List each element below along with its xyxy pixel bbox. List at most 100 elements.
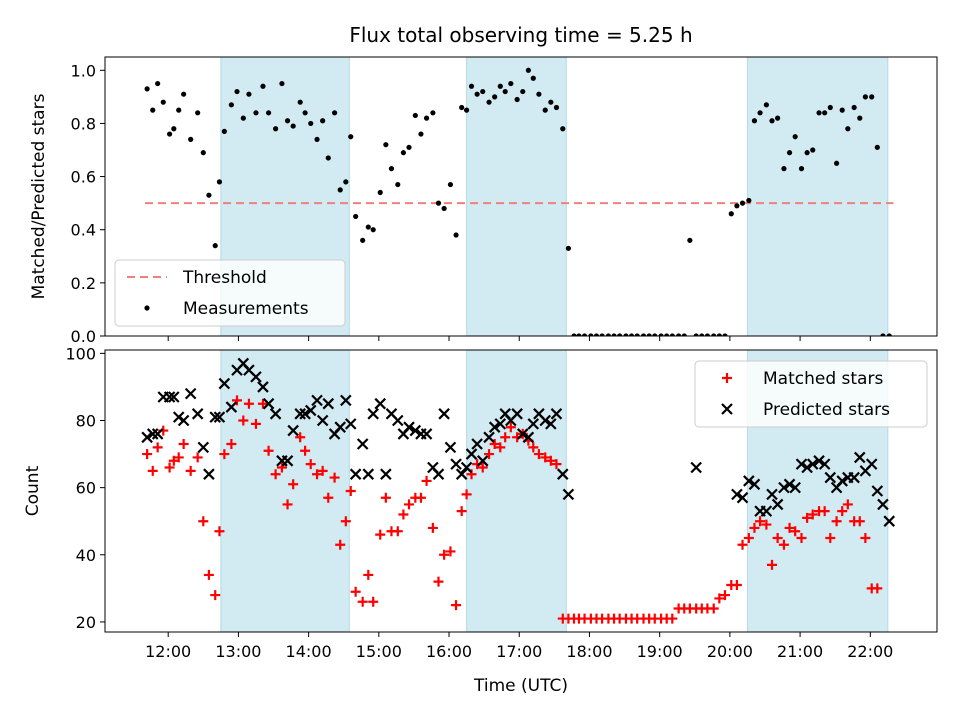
matched-stars-point	[708, 603, 719, 614]
predicted-stars-point	[299, 408, 311, 420]
y-tick-label: 0.2	[71, 274, 96, 293]
predicted-stars-point	[455, 468, 468, 480]
x-tick-label: 13:00	[215, 642, 261, 661]
measurements-point	[365, 224, 371, 230]
predicted-stars-point	[218, 377, 231, 390]
predicted-stars-point	[257, 381, 269, 393]
matched-stars-point	[263, 445, 274, 456]
measurements-point	[804, 150, 810, 156]
predicted-stars-point	[539, 414, 552, 427]
predicted-stars-point	[494, 418, 507, 430]
measurements-point	[171, 126, 177, 132]
measurements-point	[265, 110, 272, 116]
measurements-point	[320, 118, 326, 124]
measurements-point	[880, 333, 886, 336]
measurements-point	[377, 189, 383, 196]
matched-stars-point	[380, 492, 391, 503]
y-tick-label: 1.0	[71, 61, 96, 80]
measurements-point	[166, 131, 173, 137]
predicted-stars-point	[432, 468, 445, 480]
measurements-point	[623, 333, 629, 336]
matched-stars-point	[185, 465, 196, 476]
measurements-point	[711, 333, 717, 336]
matched-stars-point	[667, 613, 678, 624]
measurements-point	[502, 88, 508, 95]
observing-window-band	[466, 349, 567, 633]
measurements-point	[395, 181, 401, 188]
measurements-point	[486, 99, 492, 105]
matched-stars-point	[192, 452, 203, 463]
x-tick-label: 18:00	[566, 642, 612, 661]
predicted-stars-point	[367, 408, 379, 420]
predicted-stars-point	[316, 414, 329, 427]
predicted-stars-point	[511, 408, 523, 420]
predicted-stars-point	[392, 414, 404, 427]
measurements-point	[406, 144, 412, 150]
y-tick-label: 20	[76, 613, 96, 632]
measurements-point	[430, 110, 436, 116]
measurements-point	[144, 86, 150, 92]
matched-stars-point	[404, 499, 415, 510]
predicted-stars-point	[287, 424, 299, 437]
predicted-stars-point	[748, 478, 761, 491]
measurements-point	[290, 123, 296, 129]
measurements-point	[308, 120, 314, 127]
predicted-stars-point	[304, 404, 317, 417]
predicted-stars-point	[771, 498, 784, 511]
measurements-point	[337, 187, 343, 193]
predicted-stars-point	[871, 485, 884, 497]
predicted-stars-point	[281, 455, 294, 467]
predicted-stars-point	[344, 418, 357, 430]
measurements-point	[833, 160, 840, 166]
measurements-point	[160, 99, 166, 105]
measurements-point	[571, 333, 577, 336]
measurements-point	[769, 118, 775, 124]
matched-stars-point	[451, 600, 462, 611]
measurements-point	[216, 179, 223, 185]
measurements-point	[468, 83, 475, 89]
matched-stars-point	[807, 509, 818, 520]
matched-stars-point	[772, 533, 783, 543]
plot-frame	[104, 56, 938, 337]
measurements-point	[693, 333, 699, 336]
matched-stars-point	[375, 529, 386, 540]
measurements-point	[348, 134, 354, 140]
predicted-stars-point	[141, 431, 153, 444]
predicted-stars-point	[865, 458, 878, 470]
measurements-point	[297, 99, 303, 105]
measurements-point	[751, 118, 758, 124]
matched-stars-point	[243, 398, 254, 409]
measurements-point	[492, 94, 498, 100]
matched-stars-point	[784, 522, 795, 533]
measurements-point	[228, 102, 234, 108]
measurements-point	[886, 333, 892, 336]
matched-stars-point	[238, 415, 249, 426]
measurements-point	[155, 80, 161, 87]
predicted-stars-point	[450, 458, 462, 470]
matched-stars-point	[226, 439, 237, 449]
legend-box	[114, 259, 346, 327]
matched-stars-point	[831, 516, 842, 527]
measurements-point	[253, 110, 259, 116]
matched-stars-point	[456, 506, 467, 517]
measurements-point	[576, 333, 582, 336]
measurements-point	[599, 333, 605, 336]
y-tick-label: 100	[65, 344, 96, 363]
measurements-point	[360, 237, 366, 243]
predicted-stars-point	[203, 468, 215, 480]
measurements-point	[195, 110, 201, 116]
ratio-panel: 0.0 0.2 0.4 0.6 0.8 1.0 Matched/Predicted star…	[29, 56, 938, 346]
measurements-point	[699, 333, 705, 336]
predicted-stars-point	[311, 394, 323, 407]
predicted-stars-point	[322, 397, 335, 410]
matched-stars-point	[312, 469, 323, 480]
matched-stars-point	[276, 462, 287, 473]
measurements-point	[234, 88, 240, 95]
matched-stars-point	[350, 586, 361, 597]
measurements-point	[530, 75, 536, 81]
predicted-stars-point	[177, 414, 190, 427]
measurements-point	[459, 104, 465, 111]
measurements-point	[664, 333, 670, 336]
predicted-stars-point	[883, 515, 896, 527]
measurements-point	[514, 96, 520, 103]
